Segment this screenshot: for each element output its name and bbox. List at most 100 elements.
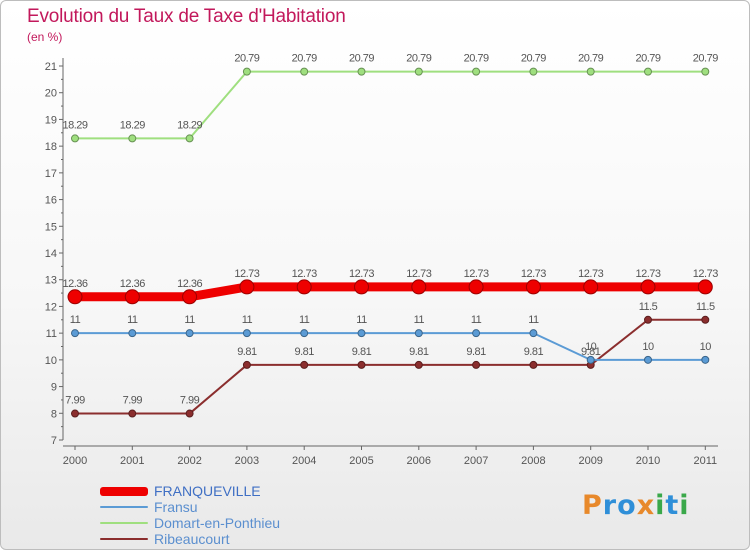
- data-point: [296, 279, 312, 295]
- data-label: 9.81: [524, 346, 544, 358]
- data-point: [529, 329, 538, 338]
- data-label: 11.5: [696, 301, 715, 313]
- data-label: 20.79: [521, 53, 546, 65]
- data-label: 12.73: [234, 268, 259, 280]
- x-tick-label: 2006: [407, 455, 431, 467]
- data-label: 11: [184, 314, 195, 326]
- data-point: [414, 67, 423, 76]
- data-label: 10: [700, 341, 712, 353]
- data-point: [414, 329, 423, 338]
- x-tick-label: 2010: [636, 455, 660, 467]
- data-label: 11.5: [639, 301, 658, 313]
- data-point: [354, 279, 369, 295]
- data-label: 12.36: [177, 278, 202, 290]
- series-layer: [67, 67, 713, 418]
- data-label: 9.81: [466, 346, 486, 358]
- data-label: 12.73: [693, 268, 718, 280]
- data-label: 11: [414, 314, 425, 326]
- data-label: 11: [127, 314, 138, 326]
- data-label: 11: [356, 314, 367, 326]
- x-tick-label: 2001: [120, 455, 144, 467]
- data-point: [472, 329, 481, 338]
- y-tick-label: 9: [51, 382, 57, 394]
- data-label: 7.99: [123, 395, 143, 407]
- proxiti-logo: Proxiti: [582, 490, 690, 521]
- data-label: 12.73: [635, 268, 660, 280]
- legend-label: Ribeaucourt: [154, 531, 230, 547]
- y-tick-label: 12: [45, 301, 57, 313]
- data-label: 11: [299, 314, 310, 326]
- y-tick-label: 21: [45, 61, 57, 73]
- legend-item-franqueville: FRANQUEVILLE: [100, 483, 280, 499]
- data-point: [124, 289, 140, 305]
- legend-swatch: [100, 506, 148, 508]
- data-label: 11: [70, 314, 81, 326]
- data-point: [640, 279, 656, 295]
- data-label: 12.36: [120, 278, 145, 290]
- y-tick-label: 10: [45, 355, 57, 367]
- x-tick-label: 2011: [693, 455, 717, 467]
- data-point: [67, 289, 83, 305]
- data-point: [242, 67, 251, 76]
- data-label: 12.73: [464, 268, 489, 280]
- data-label: 7.99: [65, 395, 85, 407]
- data-point: [185, 134, 194, 143]
- data-label: 10: [642, 341, 654, 353]
- data-label: 12.73: [521, 268, 546, 280]
- data-point: [185, 329, 194, 338]
- data-label: 12.73: [292, 268, 317, 280]
- data-point: [414, 360, 423, 369]
- logo-letter: x: [636, 490, 656, 521]
- data-point: [586, 355, 595, 364]
- x-tick-label: 2009: [578, 455, 602, 467]
- series-line-3: [74, 318, 707, 415]
- logo-letter: o: [617, 490, 637, 521]
- legend-item-ribeaucourt: Ribeaucourt: [100, 531, 280, 547]
- data-label: 12.73: [406, 268, 431, 280]
- data-label: 11: [471, 314, 482, 326]
- data-label: 18.29: [120, 119, 145, 131]
- y-tick-label: 14: [45, 248, 57, 260]
- data-point: [71, 134, 79, 143]
- x-tick-label: 2003: [235, 455, 259, 467]
- chart-title: Evolution du Taux de Taxe d'Habitation: [27, 6, 346, 27]
- data-point: [357, 360, 366, 369]
- y-tick-label: 11: [46, 328, 57, 340]
- data-point: [357, 67, 366, 76]
- data-label: 9.81: [581, 346, 601, 358]
- data-point: [357, 329, 366, 338]
- legend: FRANQUEVILLE Fransu Domart-en-Ponthieu R…: [100, 483, 280, 547]
- data-label: 18.29: [62, 119, 87, 131]
- data-point: [644, 67, 652, 76]
- data-point: [529, 67, 538, 76]
- unit-label: (en %): [27, 30, 63, 44]
- y-tick-label: 20: [45, 88, 57, 100]
- y-tick-label: 18: [45, 141, 57, 153]
- data-label: 20.79: [292, 53, 317, 65]
- data-point: [529, 360, 538, 369]
- data-point: [242, 329, 251, 338]
- data-label: 12.36: [62, 278, 87, 290]
- data-point: [644, 315, 652, 324]
- data-label: 9.81: [409, 346, 429, 358]
- data-label: 10: [585, 341, 597, 353]
- axes: 7 8 9 10 11 12 13 14 15 16 17 18 19 20 21 2000 2001 2002 2…: [45, 58, 718, 467]
- legend-item-domart-en-ponthieu: Domart-en-Ponthieu: [100, 515, 280, 531]
- logo-letter: i: [655, 490, 666, 521]
- legend-label: Fransu: [154, 499, 198, 515]
- data-label: 7.99: [180, 395, 200, 407]
- legend-label: FRANQUEVILLE: [154, 483, 261, 499]
- y-tick-label: 16: [45, 195, 57, 207]
- data-point: [697, 279, 713, 295]
- y-tick-label: 7: [51, 435, 57, 447]
- data-label: 9.81: [294, 346, 314, 358]
- data-label: 20.79: [406, 53, 431, 65]
- data-point: [411, 279, 427, 295]
- data-point: [468, 279, 484, 295]
- data-point: [701, 355, 710, 364]
- data-label: 11: [242, 314, 253, 326]
- data-point: [242, 360, 251, 369]
- logo-letter: i: [679, 490, 690, 521]
